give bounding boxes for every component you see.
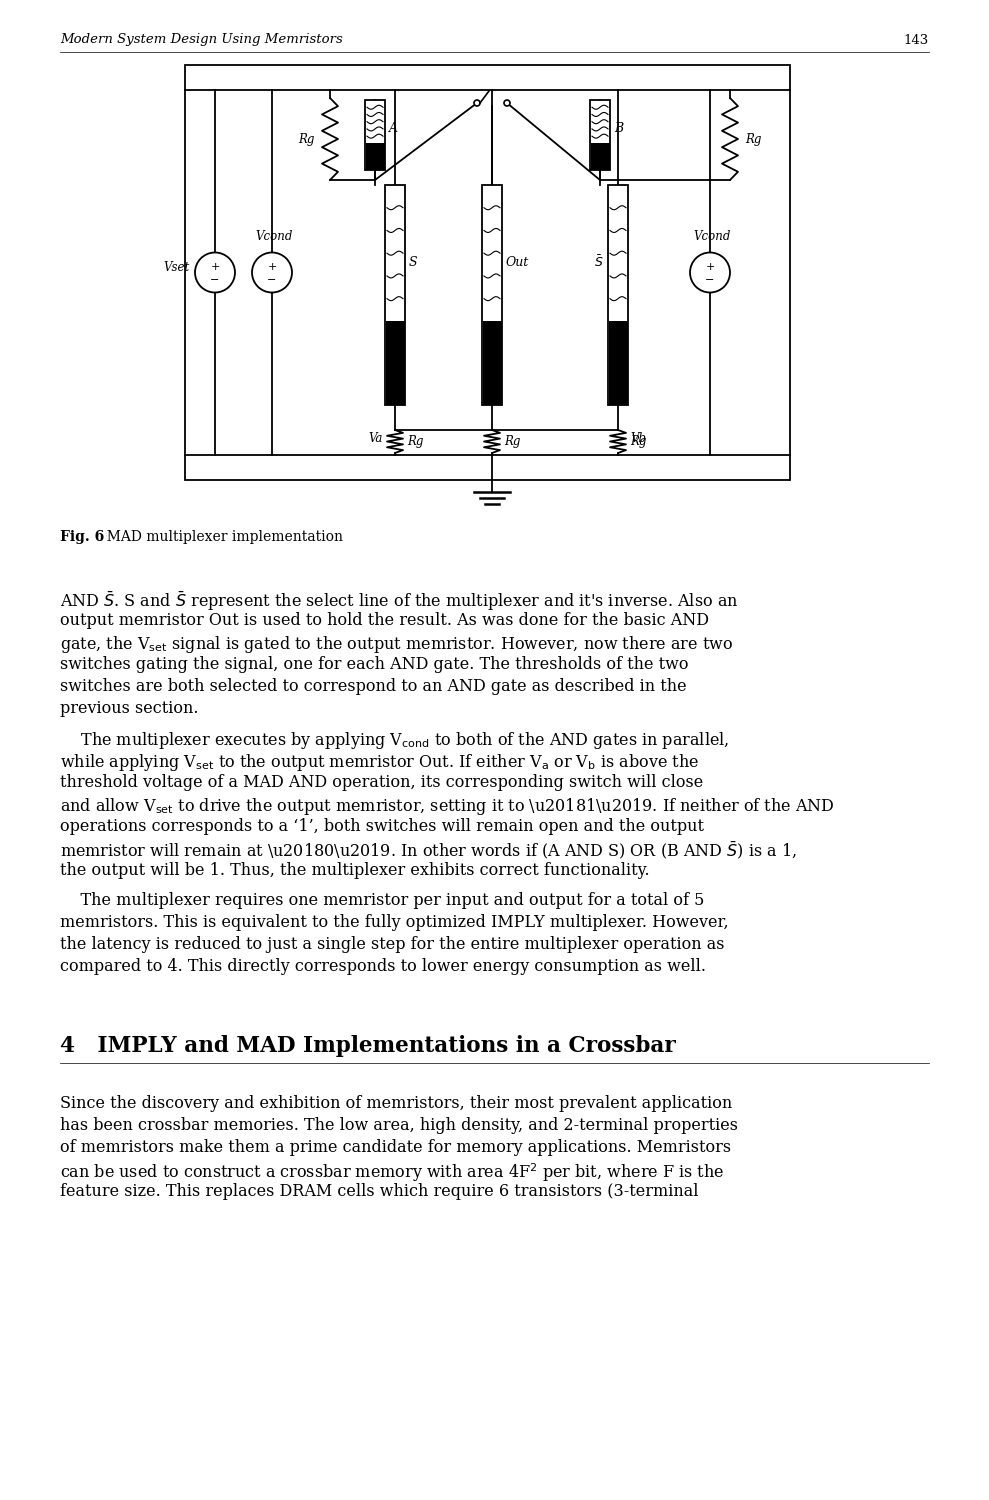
Text: Out: Out (506, 255, 529, 268)
Circle shape (195, 252, 235, 292)
Text: Va: Va (369, 432, 383, 445)
Bar (608, 184, 628, 405)
Bar (482, 184, 502, 405)
Text: Fig. 6: Fig. 6 (60, 530, 104, 544)
Text: S: S (409, 255, 417, 268)
Text: +: + (211, 262, 220, 273)
Bar (483, 321, 501, 405)
Text: of memristors make them a prime candidate for memory applications. Memristors: of memristors make them a prime candidat… (60, 1138, 731, 1156)
Text: Vcond: Vcond (693, 230, 731, 243)
Text: while applying V$_{\rm set}$ to the output memristor Out. If either V$_{\rm a}$ : while applying V$_{\rm set}$ to the outp… (60, 752, 699, 772)
Text: AND $\bar{S}$. S and $\bar{S}$ represent the select line of the multiplexer and : AND $\bar{S}$. S and $\bar{S}$ represent… (60, 590, 739, 613)
Circle shape (504, 100, 510, 106)
Text: Rg: Rg (504, 435, 520, 448)
Bar (608, 321, 627, 405)
Text: Vcond: Vcond (255, 230, 293, 243)
Text: Vset: Vset (164, 261, 190, 274)
Text: −: − (211, 276, 220, 285)
Text: and allow V$_{\rm set}$ to drive the output memristor, setting it to \u20181\u20: and allow V$_{\rm set}$ to drive the out… (60, 796, 835, 818)
Text: the latency is reduced to just a single step for the entire multiplexer operatio: the latency is reduced to just a single … (60, 936, 725, 952)
Circle shape (474, 100, 480, 106)
Text: previous section.: previous section. (60, 700, 199, 717)
Text: switches are both selected to correspond to an AND gate as described in the: switches are both selected to correspond… (60, 678, 686, 694)
Text: the output will be 1. Thus, the multiplexer exhibits correct functionality.: the output will be 1. Thus, the multiple… (60, 862, 650, 879)
Bar (365, 100, 385, 170)
Bar (385, 184, 405, 405)
Text: B: B (614, 122, 623, 135)
Text: MAD multiplexer implementation: MAD multiplexer implementation (98, 530, 343, 544)
Text: −: − (705, 276, 715, 285)
Text: +: + (267, 262, 277, 273)
Text: has been crossbar memories. The low area, high density, and 2-terminal propertie: has been crossbar memories. The low area… (60, 1118, 738, 1134)
Text: Rg: Rg (407, 435, 423, 448)
Text: Rg: Rg (299, 132, 315, 146)
Bar (386, 321, 405, 405)
Text: 143: 143 (904, 33, 929, 46)
Text: operations corresponds to a ‘1’, both switches will remain open and the output: operations corresponds to a ‘1’, both sw… (60, 818, 704, 836)
Circle shape (252, 252, 292, 292)
Text: The multiplexer executes by applying V$_{\rm cond}$ to both of the AND gates in : The multiplexer executes by applying V$_… (60, 730, 729, 752)
Text: A: A (389, 122, 398, 135)
Text: +: + (705, 262, 715, 273)
Text: −: − (267, 276, 277, 285)
Text: switches gating the signal, one for each AND gate. The thresholds of the two: switches gating the signal, one for each… (60, 656, 688, 674)
Bar (590, 144, 609, 170)
Text: Since the discovery and exhibition of memristors, their most prevalent applicati: Since the discovery and exhibition of me… (60, 1095, 732, 1112)
Text: Rg: Rg (745, 132, 762, 146)
Text: threshold voltage of a MAD AND operation, its corresponding switch will close: threshold voltage of a MAD AND operation… (60, 774, 703, 790)
Bar (185, 64, 790, 480)
Text: 4   IMPLY and MAD Implementations in a Crossbar: 4 IMPLY and MAD Implementations in a Cro… (60, 1035, 675, 1058)
Text: The multiplexer requires one memristor per input and output for a total of 5: The multiplexer requires one memristor p… (60, 892, 704, 909)
Text: can be used to construct a crossbar memory with area 4F$^2$ per bit, where F is : can be used to construct a crossbar memo… (60, 1161, 724, 1184)
Text: Modern System Design Using Memristors: Modern System Design Using Memristors (60, 33, 343, 46)
Text: compared to 4. This directly corresponds to lower energy consumption as well.: compared to 4. This directly corresponds… (60, 958, 706, 975)
Text: memristor will remain at \u20180\u2019. In other words if (A AND S) OR (B AND $\: memristor will remain at \u20180\u2019. … (60, 840, 797, 861)
Circle shape (690, 252, 730, 292)
Text: Rg: Rg (630, 435, 647, 448)
Text: output memristor Out is used to hold the result. As was done for the basic AND: output memristor Out is used to hold the… (60, 612, 709, 628)
Text: $\bar{S}$: $\bar{S}$ (594, 254, 604, 270)
Text: Vb: Vb (630, 432, 646, 445)
Text: gate, the V$_{\rm set}$ signal is gated to the output memristor. However, now th: gate, the V$_{\rm set}$ signal is gated … (60, 634, 733, 656)
Text: memristors. This is equivalent to the fully optimized IMPLY multiplexer. However: memristors. This is equivalent to the fu… (60, 914, 729, 932)
Bar (366, 144, 385, 170)
Text: feature size. This replaces DRAM cells which require 6 transistors (3-terminal: feature size. This replaces DRAM cells w… (60, 1184, 698, 1200)
Bar (590, 100, 610, 170)
